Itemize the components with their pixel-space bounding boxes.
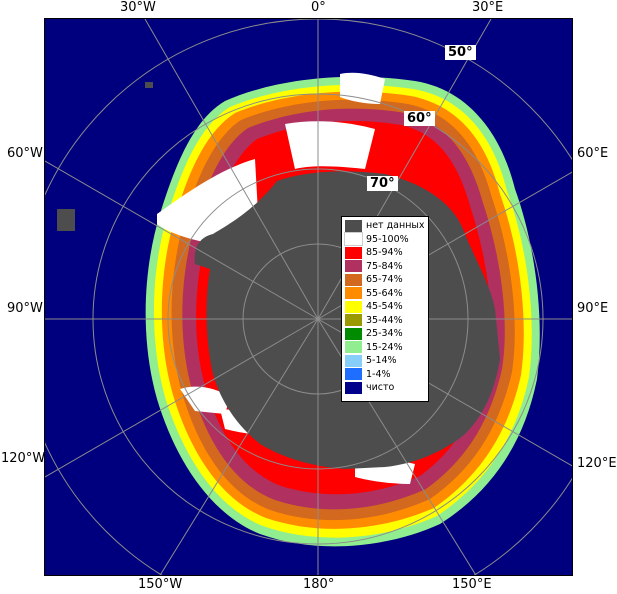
meridian-label: 90°E	[577, 301, 609, 316]
meridian	[45, 318, 319, 478]
meridian-label: 60°W	[7, 146, 43, 161]
legend-item: 15-24%	[345, 341, 425, 354]
legend-label: 45-54%	[366, 301, 403, 312]
legend-swatch	[345, 341, 362, 353]
legend-swatch	[345, 287, 362, 299]
legend-item: 25-34%	[345, 327, 425, 340]
legend-label: 1-4%	[366, 368, 391, 380]
meridian	[144, 19, 319, 320]
parallel-label: 50°	[445, 45, 476, 60]
legend-label: 5-14%	[366, 355, 397, 366]
legend-item: 5-14%	[345, 354, 425, 367]
meridian-label: 120°W	[1, 451, 46, 466]
parallel-label: 60°	[404, 111, 435, 126]
meridian	[45, 160, 319, 320]
legend-item: чисто	[345, 381, 425, 394]
meridian-label: 150°E	[452, 577, 492, 592]
legend-label: 55-64%	[366, 287, 403, 299]
legend-label: 65-74%	[366, 274, 403, 285]
legend-label: 15-24%	[366, 341, 403, 353]
legend-item: 35-44%	[345, 314, 425, 327]
legend-swatch	[345, 354, 362, 367]
legend-item: нет данных	[345, 219, 425, 232]
legend-item: 45-54%	[345, 300, 425, 313]
map-canvas	[45, 19, 572, 575]
concentration-legend: нет данных 95-100% 85-94% 75-84% 65-74% 55-64…	[341, 216, 429, 402]
legend-label: 75-84%	[366, 260, 403, 272]
meridian-label: 180°	[303, 577, 335, 592]
legend-item: 85-94%	[345, 246, 425, 259]
meridian-label: 120°E	[577, 456, 617, 471]
legend-swatch	[345, 300, 362, 313]
legend-label: 95-100%	[366, 233, 409, 245]
parallel-label: 70°	[367, 176, 398, 191]
legend-swatch	[345, 260, 362, 272]
legend-label: 25-34%	[366, 328, 403, 339]
legend-swatch	[345, 381, 362, 394]
legend-item: 65-74%	[345, 273, 425, 286]
legend-swatch	[345, 219, 362, 232]
legend-swatch	[344, 232, 363, 246]
land-speck	[145, 82, 153, 88]
legend-item: 1-4%	[345, 368, 425, 381]
legend-label: нет данных	[366, 220, 425, 231]
legend-item: 55-64%	[345, 287, 425, 300]
legend-swatch	[345, 246, 362, 259]
meridian	[159, 318, 319, 575]
legend-swatch	[345, 314, 362, 326]
meridian-label: 150°W	[138, 577, 183, 592]
legend-item: 75-84%	[345, 260, 425, 273]
legend-swatch	[345, 273, 362, 286]
legend-label: чисто	[366, 382, 395, 393]
legend-item: 95-100%	[344, 232, 425, 246]
legend-label: 85-94%	[366, 247, 403, 258]
legend-swatch	[345, 368, 362, 380]
meridian-label: 0°	[311, 0, 326, 15]
meridian-label: 60°E	[577, 146, 609, 161]
legend-swatch	[345, 327, 362, 340]
sea-ice-map	[44, 18, 573, 576]
land-speck	[57, 209, 75, 231]
meridian-label: 30°W	[120, 0, 156, 15]
meridian-label: 90°W	[7, 301, 43, 316]
legend-label: 35-44%	[366, 314, 403, 326]
meridian-label: 30°E	[472, 0, 504, 15]
